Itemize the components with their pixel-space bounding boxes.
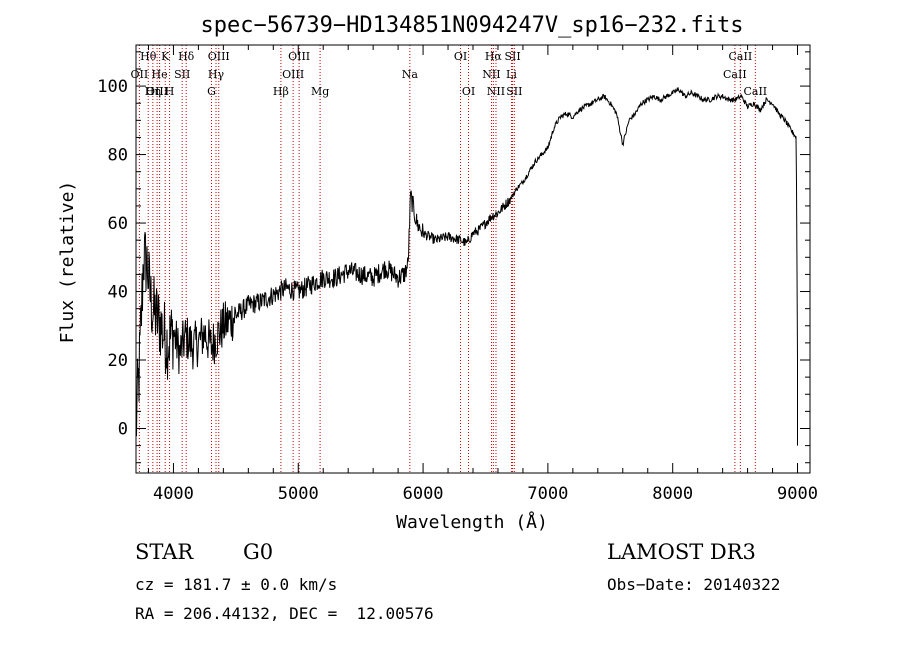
- survey-name: LAMOST DR3: [607, 540, 756, 564]
- redshift-velocity: cz = 181.7 ± 0.0 km/s: [135, 575, 338, 594]
- line-marker-label: SII: [504, 50, 520, 63]
- line-marker-label: NII: [487, 85, 505, 98]
- emission-line-markers: [138, 45, 756, 473]
- chart-title: spec−56739−HD134851N094247V_sp16−232.fit…: [200, 13, 743, 38]
- y-tick-label: 20: [108, 351, 128, 371]
- y-tick-label: 40: [108, 283, 128, 303]
- line-marker-label: OIII: [208, 50, 230, 63]
- line-marker-label: Hη: [145, 85, 161, 98]
- x-tick-label: 9000: [777, 484, 818, 504]
- y-axis-label: Flux (relative): [57, 181, 78, 344]
- x-tick-label: 4000: [153, 484, 194, 504]
- x-tick-label: 5000: [278, 484, 319, 504]
- line-marker-label: Hθ: [140, 50, 157, 63]
- y-tick-label: 60: [108, 214, 128, 234]
- y-tick-label: 80: [108, 146, 128, 166]
- line-marker-label: Li: [506, 68, 517, 81]
- line-marker-label: OIII: [288, 50, 310, 63]
- line-marker-label: OII: [131, 68, 149, 81]
- line-marker-label: OI: [462, 85, 475, 98]
- x-axis-ticks: 4000 5000 6000 7000 8000 9000: [147, 45, 818, 504]
- line-marker-label: OIII: [282, 68, 304, 81]
- x-axis-label: Wavelength (Å): [396, 511, 548, 533]
- line-marker-label: He: [152, 68, 168, 81]
- y-tick-label: 100: [97, 77, 128, 97]
- line-marker-label: OIII: [146, 85, 168, 98]
- line-marker-label: Hβ: [273, 85, 289, 98]
- object-subclass: G0: [243, 540, 274, 564]
- line-marker-label: CaII: [723, 68, 747, 81]
- line-marker-label: H: [165, 85, 175, 98]
- emission-line-labels: Hθ OII OIII K He Hη SII H Hδ OIII Hγ G Hβ OIII OIII Mg N…: [131, 50, 768, 98]
- spectrum-line: [135, 86, 798, 446]
- line-marker-label: CaII: [743, 85, 767, 98]
- line-marker-label: G: [207, 85, 216, 98]
- line-marker-label: Hα: [485, 50, 503, 63]
- line-marker-label: Hδ: [178, 50, 195, 63]
- line-marker-label: NII: [482, 68, 500, 81]
- plot-frame: [135, 44, 811, 474]
- line-marker-label: OI: [454, 50, 467, 63]
- object-class: STAR: [135, 540, 194, 564]
- y-tick-label: 0: [118, 419, 128, 439]
- y-axis-ticks: 0 20 40 60 80 100: [97, 51, 810, 464]
- line-marker-label: SII: [174, 68, 190, 81]
- line-marker-label: SII: [506, 85, 522, 98]
- line-marker-label: Na: [402, 68, 419, 81]
- line-marker-label: CaII: [729, 50, 753, 63]
- x-tick-label: 7000: [527, 484, 568, 504]
- line-marker-label: Hγ: [208, 68, 225, 81]
- observation-date: Obs−Date: 20140322: [607, 575, 781, 594]
- line-marker-label: K: [161, 50, 170, 63]
- coordinates: RA = 206.44132, DEC = 12.00576: [135, 604, 434, 623]
- x-tick-label: 6000: [403, 484, 444, 504]
- line-marker-label: Mg: [311, 85, 329, 98]
- x-tick-label: 8000: [652, 484, 693, 504]
